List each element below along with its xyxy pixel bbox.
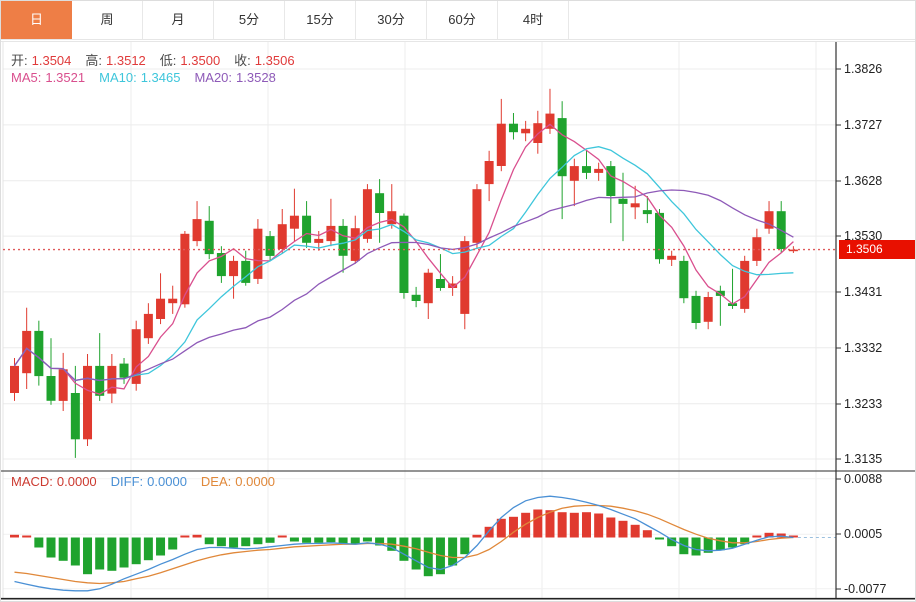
svg-text:1.3135: 1.3135 [844, 452, 882, 466]
ohlc-legend: 开: 1.3504 高: 1.3512 低: 1.3500 收: 1.3506 [11, 50, 299, 69]
axes: 1.3826 1.3727 1.3628 1.3530 1.3431 1.3332 1.32… [1, 41, 915, 600]
gridlines [2, 42, 836, 598]
svg-text:1.3826: 1.3826 [844, 62, 882, 76]
svg-text:1.3628: 1.3628 [844, 174, 882, 188]
svg-text:-0.0077: -0.0077 [844, 582, 886, 596]
low-label: 低: [159, 53, 177, 68]
tab-月[interactable]: 月 [143, 1, 214, 39]
tab-5分[interactable]: 5分 [214, 1, 285, 39]
tab-周[interactable]: 周 [72, 1, 143, 39]
ma-legend: MA5: 1.3521 MA10: 1.3465 MA20: 1.3528 [11, 70, 280, 85]
diff-line [14, 495, 794, 592]
dea-value: 0.0000 [235, 474, 276, 489]
candles [10, 88, 798, 458]
svg-text:1.3727: 1.3727 [844, 118, 882, 132]
ma10-label: MA10: [99, 70, 137, 85]
current-price-badge: 1.3506 [839, 240, 915, 259]
tab-15分[interactable]: 15分 [285, 1, 356, 39]
ma20-line [13, 189, 794, 382]
svg-text:1.3431: 1.3431 [844, 285, 882, 299]
tab-60分[interactable]: 60分 [427, 1, 498, 39]
ma5-label: MA5: [11, 70, 42, 85]
ma20-value: 1.3528 [236, 70, 276, 85]
dea-line [14, 504, 794, 585]
ma5-value: 1.3521 [45, 70, 86, 85]
open-label: 开: [11, 53, 28, 68]
close-label: 收: [234, 53, 251, 68]
tab-4时[interactable]: 4时 [498, 1, 569, 39]
diff-value: 0.0000 [147, 474, 187, 489]
close-value: 1.3506 [254, 53, 295, 68]
macd-legend: MACD: 0.0000 DIFF: 0.0000 DEA: 0.0000 [11, 474, 279, 489]
ma10-value: 1.3465 [140, 70, 181, 85]
svg-text:0.0005: 0.0005 [844, 527, 882, 541]
tab-日[interactable]: 日 [1, 1, 72, 39]
macd-value: 0.0000 [56, 474, 97, 489]
dea-label: DEA: [200, 474, 232, 489]
ma20-label: MA20: [194, 70, 233, 85]
interval-tab-bar: 日周月 5分 15分 30分 60分 4时 [1, 1, 915, 40]
open-value: 1.3504 [31, 53, 72, 68]
low-value: 1.3500 [180, 53, 221, 68]
diff-label: DIFF: [110, 474, 144, 489]
svg-text:1.3332: 1.3332 [844, 341, 882, 355]
macd-label: MACD: [11, 474, 53, 489]
svg-text:0.0088: 0.0088 [844, 472, 882, 486]
svg-text:1.3530: 1.3530 [844, 229, 882, 243]
ma10-line [13, 146, 794, 382]
svg-text:1.3233: 1.3233 [844, 397, 882, 411]
high-label: 高: [85, 53, 103, 68]
tab-30分[interactable]: 30分 [356, 1, 427, 39]
ma5-line [13, 123, 794, 395]
high-value: 1.3512 [106, 53, 146, 68]
